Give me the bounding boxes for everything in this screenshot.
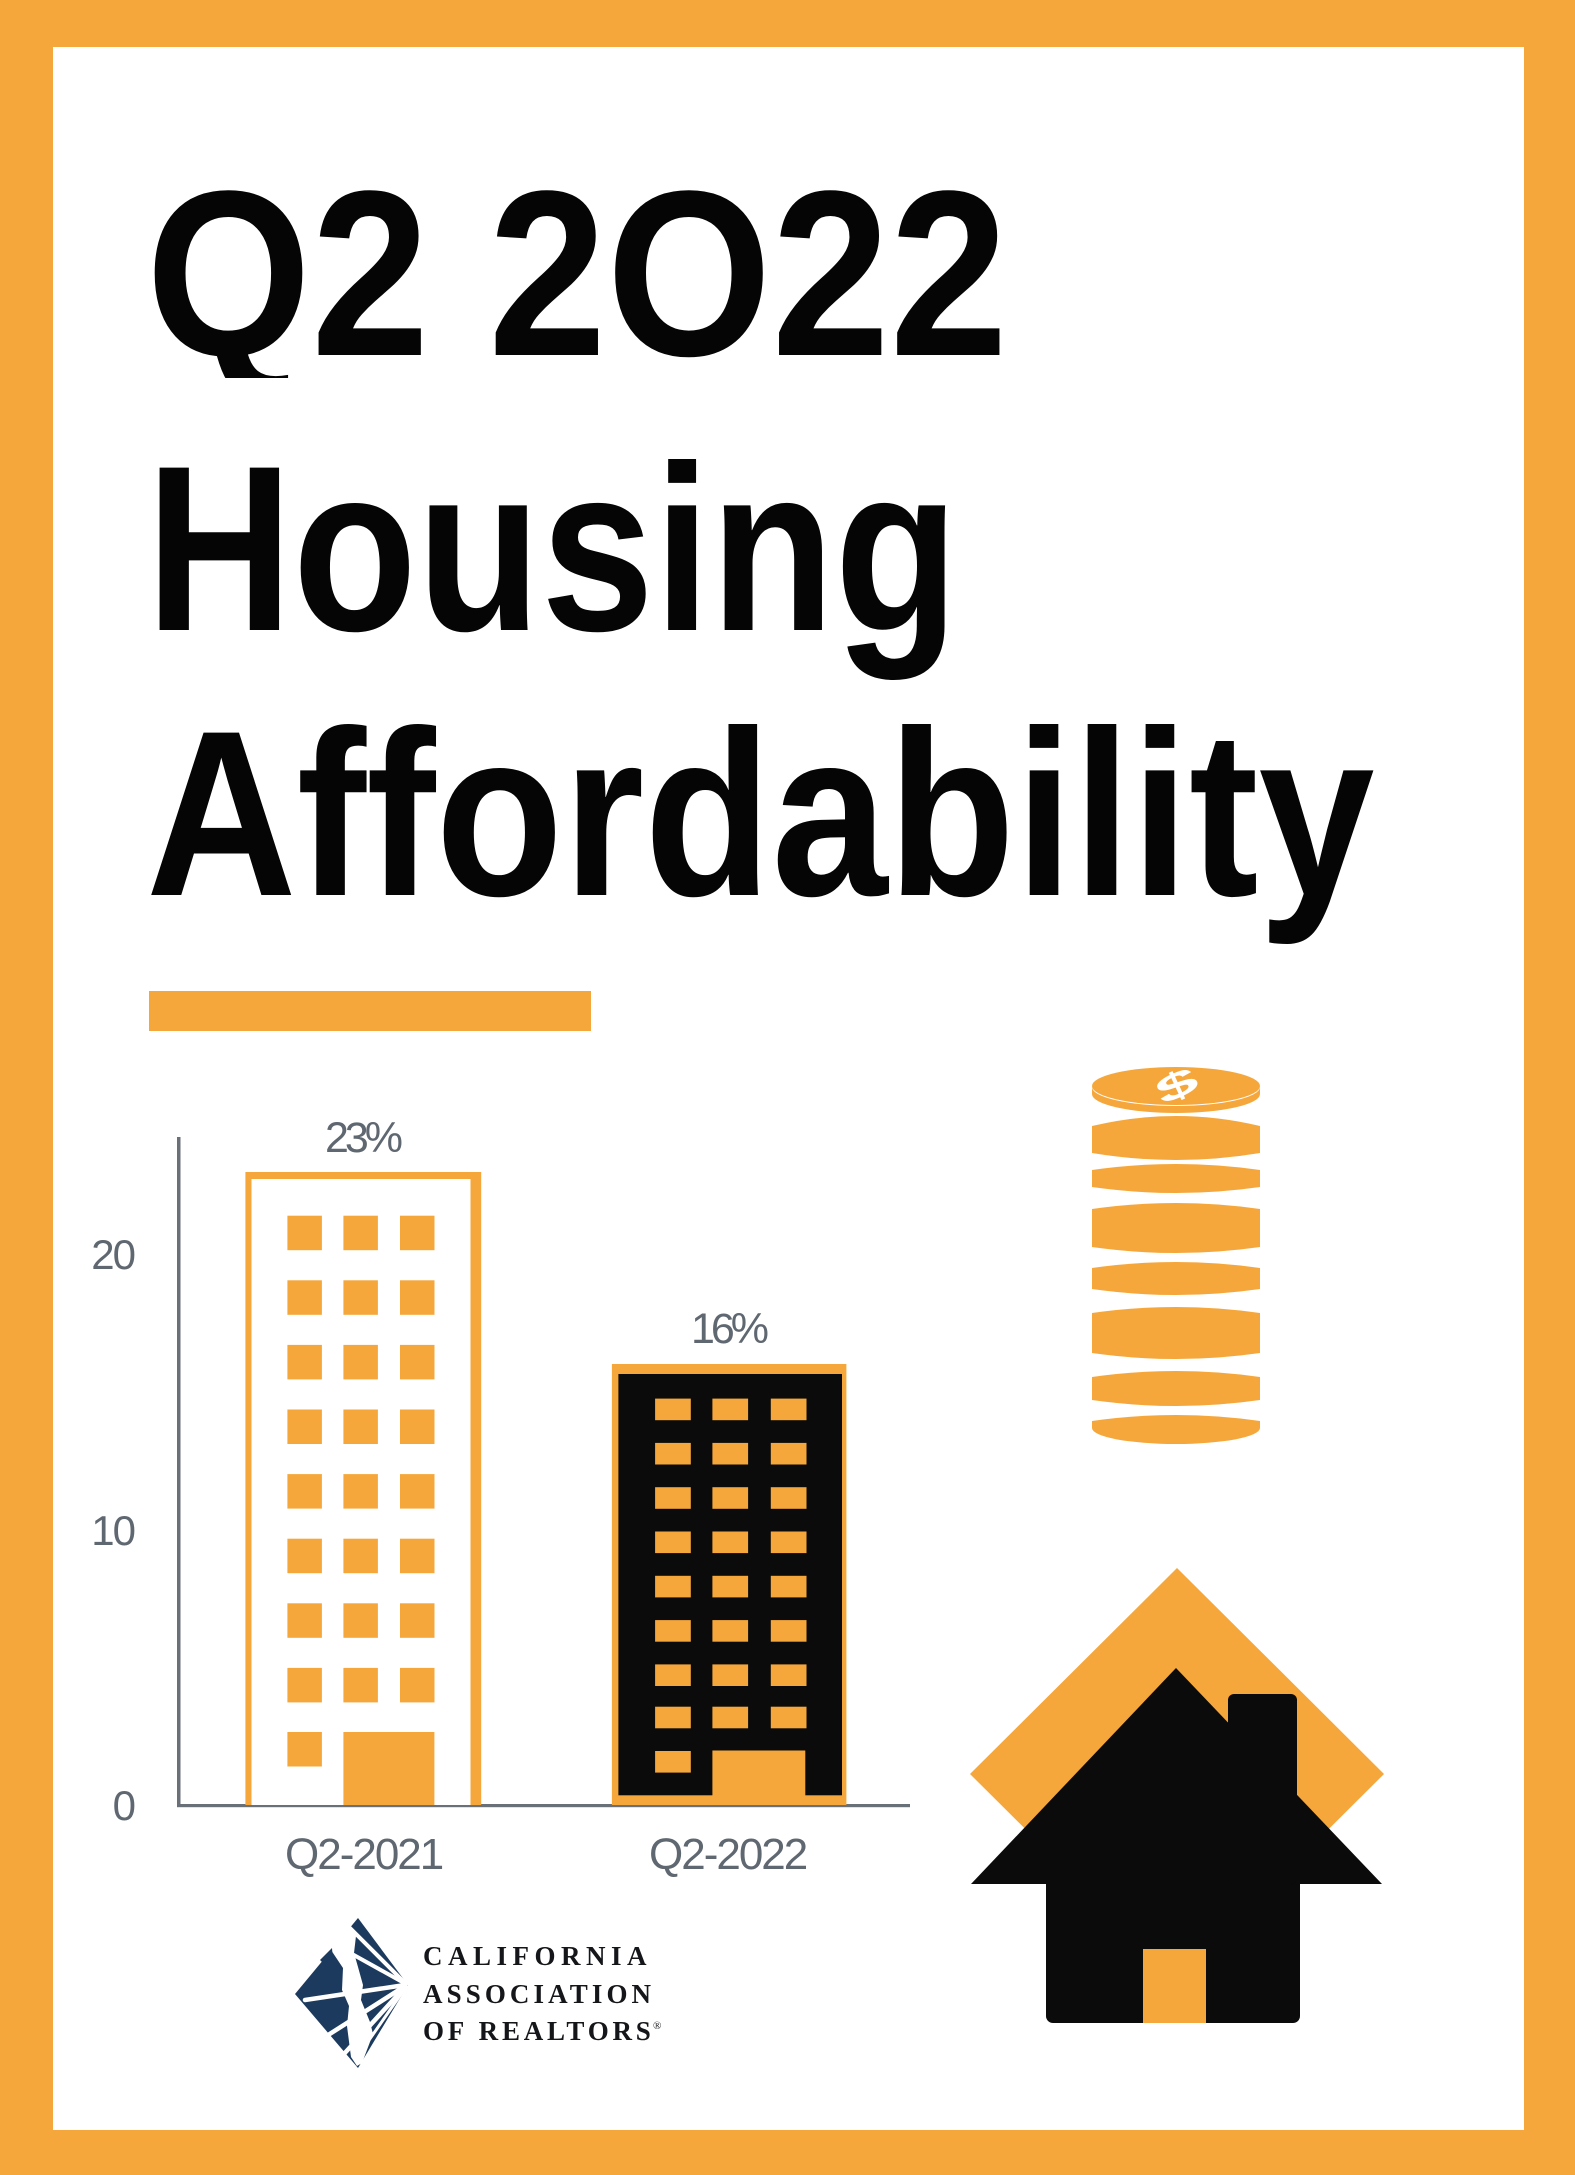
svg-text:$: $ [1149,1058,1205,1113]
